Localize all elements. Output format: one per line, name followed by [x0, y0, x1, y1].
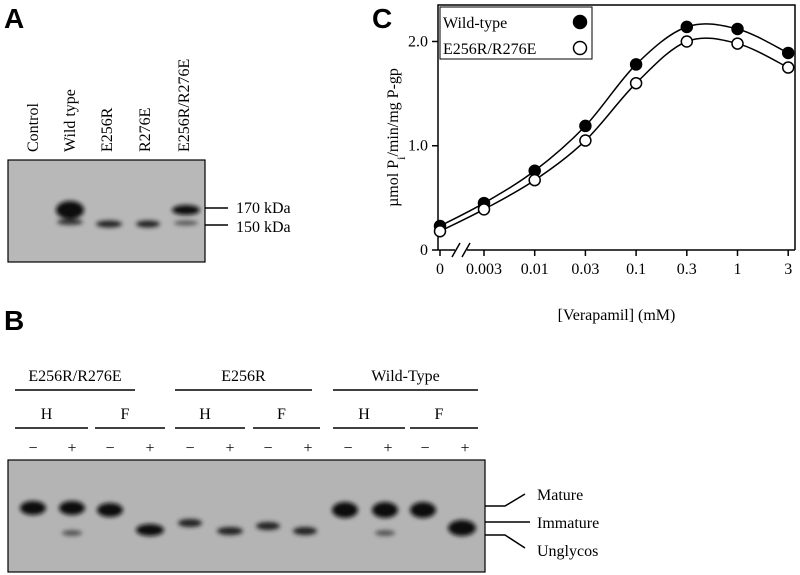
legend-label: E256R/R276E	[443, 41, 536, 58]
plot-frame	[437, 4, 796, 250]
y-tick-label: 1.0	[408, 138, 428, 155]
bands-b	[20, 501, 476, 536]
data-point	[528, 173, 541, 187]
band-label: Immature	[537, 515, 599, 532]
y-label-part: µmol P	[385, 160, 402, 207]
treatment-label: F	[435, 406, 444, 423]
treatment-label: H	[358, 406, 370, 423]
sign-label: +	[67, 440, 76, 457]
panel-label: C	[372, 3, 392, 34]
sign-label: +	[225, 440, 234, 457]
sign-label: +	[303, 440, 312, 457]
x-tick-label: 0.03	[571, 261, 599, 278]
lane-label: E256R/R276E	[176, 59, 193, 152]
data-point	[781, 46, 795, 60]
data-point	[433, 224, 447, 238]
lane-label: Control	[25, 103, 42, 152]
x-tick-label: 3	[784, 261, 792, 278]
blot-b	[7, 459, 486, 573]
data-point	[579, 134, 592, 147]
data-point	[579, 119, 592, 133]
sign-label: −	[263, 440, 272, 457]
panel-label: A	[4, 3, 24, 34]
sign-label: −	[420, 440, 429, 457]
data-point	[629, 58, 643, 71]
sign-label: −	[185, 440, 194, 457]
x-tick-label: 0.01	[521, 261, 549, 278]
group-label: Wild-Type	[371, 368, 439, 385]
y-label-part: i	[394, 156, 408, 160]
data-point	[477, 203, 491, 216]
band-label: Unglycos	[537, 543, 598, 560]
data-point	[781, 61, 795, 74]
bands-a	[56, 201, 200, 228]
treatment-label: F	[121, 406, 130, 423]
sign-label: +	[145, 440, 154, 457]
lane-label: E256R	[99, 107, 116, 152]
axis-break	[451, 242, 471, 258]
data-point	[680, 20, 694, 34]
marker-label: 150 kDa	[236, 219, 291, 236]
treatment-label: H	[199, 406, 211, 423]
series-line	[439, 23, 789, 227]
panel-label: B	[4, 305, 24, 336]
sign-label: −	[343, 440, 352, 457]
lane-label: R276E	[137, 108, 154, 152]
x-tick-label: 0.003	[466, 261, 502, 278]
treatment-label: H	[41, 406, 53, 423]
group-label: E256R	[221, 368, 266, 385]
y-tick-label: 2.0	[408, 33, 428, 50]
sign-label: −	[28, 440, 37, 457]
data-point	[731, 37, 744, 50]
lane-label: Wild type	[62, 89, 79, 152]
treatment-label: F	[277, 406, 286, 423]
x-tick-label: 0.1	[626, 261, 646, 278]
y-tick-label: 0	[420, 242, 428, 259]
legend-box	[439, 6, 593, 60]
legend-marker	[572, 14, 588, 30]
band-line	[485, 534, 526, 549]
x-tick-label: 1	[734, 261, 742, 278]
sign-label: +	[460, 440, 469, 457]
legend-marker	[572, 40, 588, 56]
data-point	[629, 76, 643, 90]
group-label: E256R/R276E	[28, 368, 121, 385]
x-tick-label: 0.3	[677, 261, 697, 278]
series-line	[439, 37, 789, 232]
sign-label: −	[105, 440, 114, 457]
y-axis-label: µmol Pi/min/mg P-gp	[385, 68, 408, 207]
blot-a	[7, 159, 206, 263]
data-point	[731, 22, 744, 36]
sign-label: +	[383, 440, 392, 457]
band-line	[485, 493, 526, 507]
data-point	[680, 35, 694, 48]
y-label-part: /min/mg P-gp	[385, 68, 402, 156]
legend-label: Wild-type	[443, 15, 507, 32]
marker-label: 170 kDa	[236, 200, 291, 217]
x-axis-label: [Verapamil] (mM)	[558, 307, 676, 324]
band-label: Mature	[537, 487, 583, 504]
x-tick-label: 0	[436, 261, 444, 278]
